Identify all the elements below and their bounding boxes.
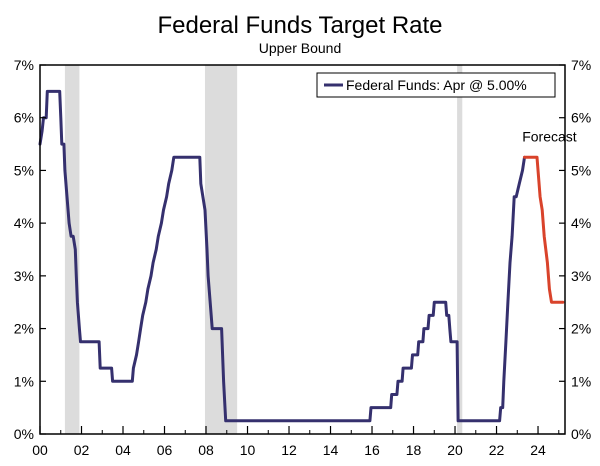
- y-tick-label-right: 0%: [571, 426, 591, 442]
- recession-bands: [64, 65, 463, 434]
- y-tick-label-right: 6%: [571, 110, 591, 126]
- series-lines: [38, 89, 565, 423]
- annotations: Forecast: [522, 128, 577, 144]
- x-tick-label: 22: [489, 442, 505, 458]
- y-tick-label-right: 5%: [571, 162, 591, 178]
- recession-band: [64, 65, 80, 434]
- chart-title: Federal Funds Target Rate: [157, 12, 442, 39]
- x-tick-label: 16: [364, 442, 380, 458]
- y-tick-label-right: 1%: [571, 373, 591, 389]
- x-tick-label: 02: [74, 442, 90, 458]
- x-axis-ticks: 00 02 04 06 08 10 12 14 16 18 20 22 24: [32, 426, 560, 458]
- recession-band: [457, 65, 463, 434]
- plot-area-frame: [39, 64, 566, 435]
- x-tick-label: 24: [530, 442, 546, 458]
- x-tick-label: 20: [447, 442, 463, 458]
- y-tick-label-left: 7%: [14, 57, 34, 73]
- forecast-annotation: Forecast: [522, 128, 577, 144]
- x-tick-label: 18: [406, 442, 422, 458]
- forecast-series-line: [523, 155, 565, 304]
- left-axis-ticks: 0% 1% 2% 3% 4% 5% 6% 7%: [14, 57, 46, 442]
- y-tick-label-right: 2%: [571, 321, 591, 337]
- y-tick-label-left: 6%: [14, 110, 34, 126]
- legend-box: [316, 72, 556, 98]
- y-tick-label-right: 7%: [571, 57, 591, 73]
- y-tick-label-left: 0%: [14, 426, 34, 442]
- x-tick-label: 10: [240, 442, 256, 458]
- x-tick-label: 00: [32, 442, 48, 458]
- legend-label: Federal Funds: Apr @ 5.00%: [346, 77, 527, 93]
- x-tick-label: 14: [323, 442, 339, 458]
- x-tick-label: 08: [198, 442, 214, 458]
- y-tick-label-left: 1%: [14, 373, 34, 389]
- legend: Federal Funds: Apr @ 5.00%: [316, 72, 556, 98]
- y-tick-label-left: 4%: [14, 215, 34, 231]
- right-axis-ticks: 0% 1% 2% 3% 4% 5% 6% 7%: [559, 57, 591, 442]
- federal-funds-series-line: [38, 89, 526, 423]
- x-tick-label: 04: [115, 442, 131, 458]
- chart-subtitle: Upper Bound: [259, 40, 342, 56]
- y-tick-label-left: 3%: [14, 268, 34, 284]
- recession-band: [204, 65, 238, 434]
- x-tick-label: 06: [157, 442, 173, 458]
- y-tick-label-right: 4%: [571, 215, 591, 231]
- y-tick-label-right: 3%: [571, 268, 591, 284]
- y-tick-label-left: 2%: [14, 321, 34, 337]
- y-tick-label-left: 5%: [14, 162, 34, 178]
- x-tick-label: 12: [281, 442, 297, 458]
